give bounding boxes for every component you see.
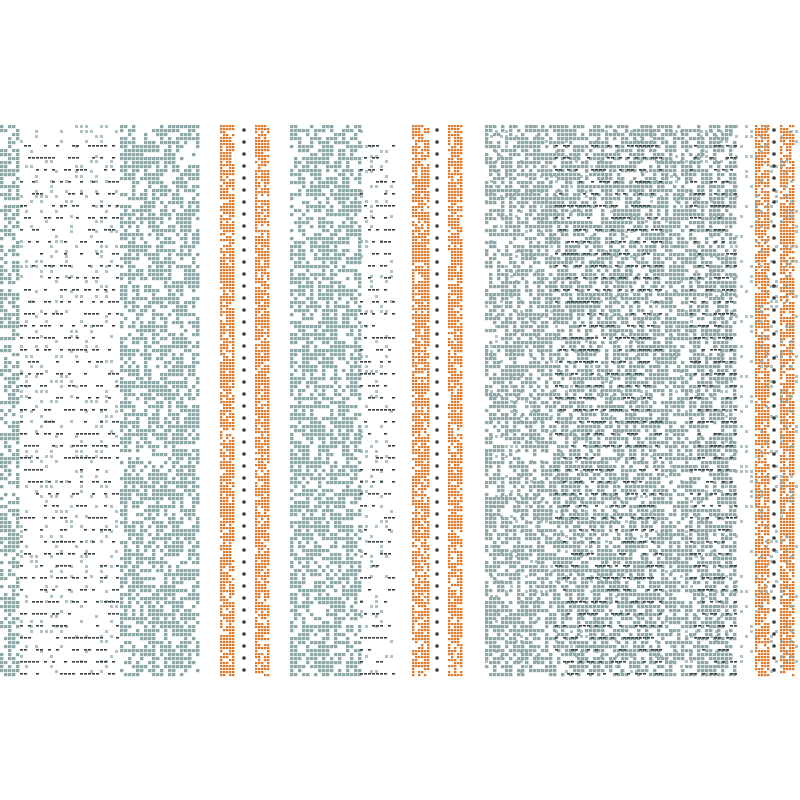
textile-pattern	[0, 0, 800, 800]
